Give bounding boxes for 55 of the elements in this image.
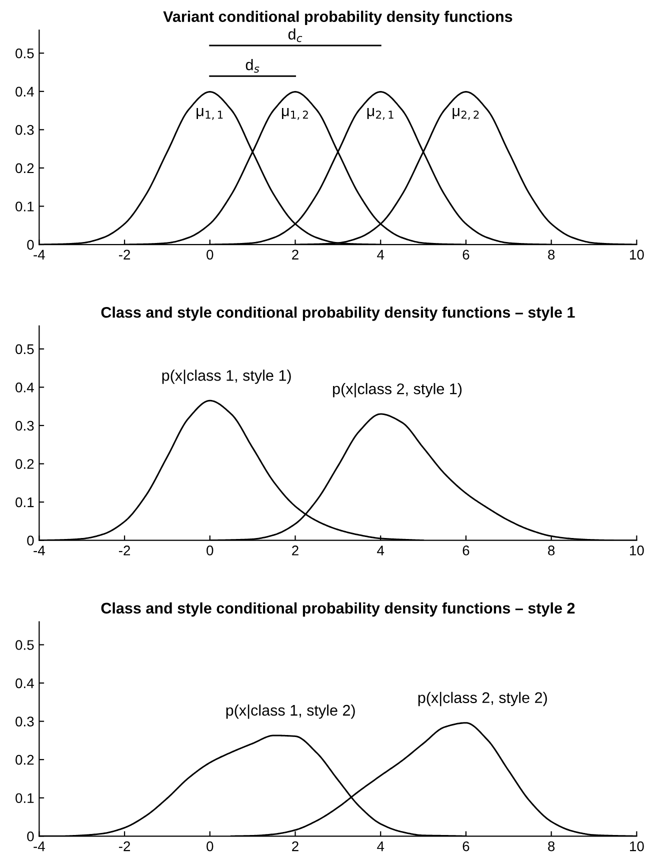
annotation: μ$_{2,2}$ [452,108,479,120]
chart-title: Class and style conditional probability density functions – style 2 [101,602,575,617]
y-tick-label: 0.2 [16,459,34,469]
x-tick-label: 8 [548,250,555,260]
y-tick-label: 0.3 [16,125,34,135]
x-tick-label: 6 [462,250,470,260]
x-tick-label: 4 [377,546,384,556]
x-tick-label: 2 [292,250,298,260]
x-tick-label: -4 [34,546,45,556]
x-tick-label: -2 [118,841,130,852]
x-tick-label: 6 [462,841,470,852]
y-tick-label: 0.4 [16,86,34,97]
y-tick-label: 0.2 [16,754,34,765]
x-tick-label: 4 [377,250,384,260]
x-tick-label: 4 [377,842,384,852]
y-tick-label: 0.2 [16,163,34,174]
x-tick-label: 0 [206,250,214,260]
y-tick-label: 0.4 [16,382,34,392]
x-tick-label: 8 [548,546,555,556]
y-tick-label: 0.1 [16,202,34,212]
annotation: μ$_{1,2}$ [282,108,308,120]
chart-title: Class and style conditional probability density functions – style 1 [101,306,575,321]
x-tick-label: -4 [34,250,45,260]
x-tick-label: -2 [118,250,130,260]
y-tick-label: 0.5 [16,344,34,354]
x-tick-label: 10 [630,841,644,852]
y-tick-label: 0.5 [16,640,34,650]
y-tick-label: 0 [27,536,34,546]
annotation: μ$_{2,1}$ [367,108,394,120]
x-tick-label: 8 [548,841,555,852]
y-tick-label: 0 [27,240,34,250]
chart-title: Variant conditional probability density functions [163,10,512,26]
annotation: μ$_{1,1}$ [196,108,223,120]
x-tick-label: -2 [118,546,130,556]
annotation: p(x|class 2, style 2) [418,692,547,706]
x-tick-label: 2 [292,841,298,852]
x-tick-label: -4 [34,842,45,852]
x-tick-label: 0 [206,841,214,852]
annotation: p(x|class 2, style 1) [333,383,462,398]
annotation: p(x|class 1, style 2) [226,704,355,719]
y-tick-label: 0.5 [16,48,34,58]
y-tick-label: 0.4 [16,678,34,688]
y-tick-label: 0.3 [16,420,34,431]
y-tick-label: 0.3 [16,716,34,726]
y-tick-label: 0 [27,831,34,842]
x-tick-label: 10 [630,250,644,260]
x-tick-label: 6 [462,546,470,556]
annotation: d$_{c}$ [288,28,302,42]
x-tick-label: 10 [630,546,644,556]
annotation: p(x|class 1, style 1) [162,370,291,384]
x-tick-label: 2 [292,546,298,556]
y-tick-label: 0.1 [16,793,34,804]
y-tick-label: 0.1 [16,497,34,508]
annotation: d$_{s}$ [246,59,260,73]
x-tick-label: 0 [206,546,214,556]
